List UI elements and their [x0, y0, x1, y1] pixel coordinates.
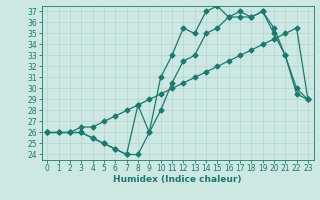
X-axis label: Humidex (Indice chaleur): Humidex (Indice chaleur) — [113, 175, 242, 184]
